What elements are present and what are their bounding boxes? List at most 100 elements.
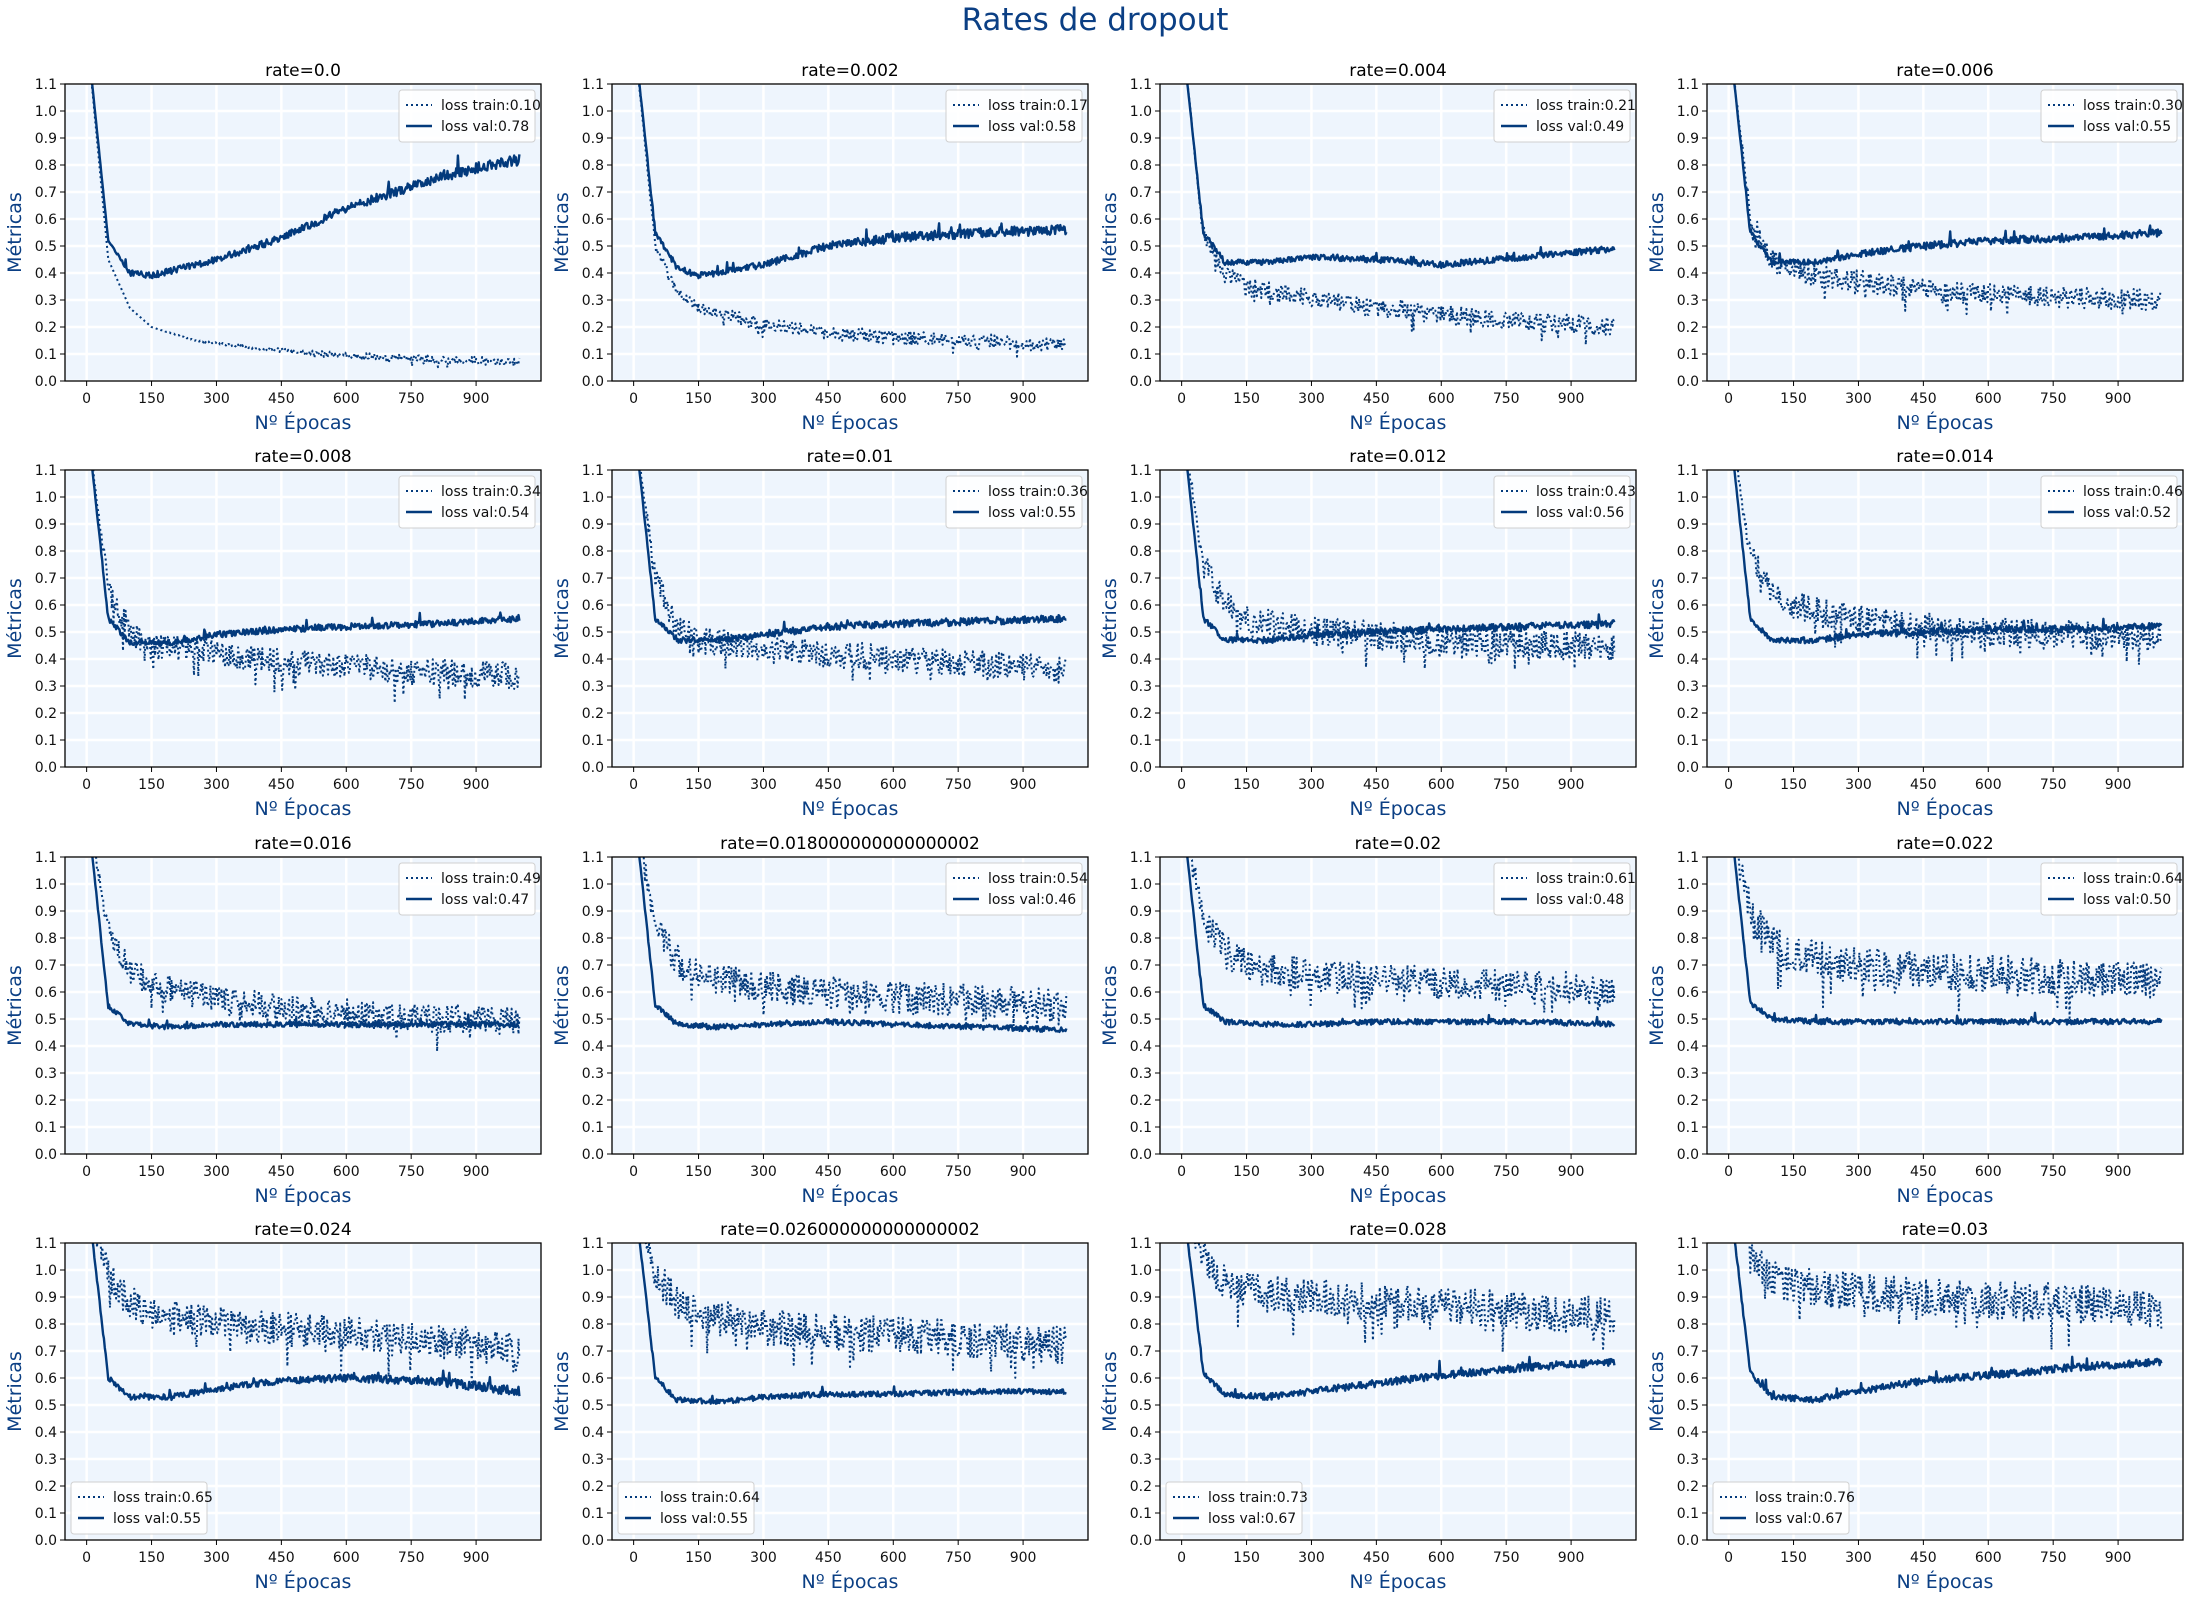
y-tick-label: 0.4 — [35, 652, 57, 668]
series-line-val — [91, 857, 520, 1031]
x-tick-label: 300 — [203, 1550, 230, 1566]
y-tick-label: 0.9 — [1130, 517, 1152, 533]
x-tick-label: 600 — [333, 391, 360, 407]
y-tick-label: 0.6 — [1677, 1371, 1699, 1387]
series-group — [1186, 1243, 1616, 1401]
x-tick-label: 900 — [2105, 777, 2132, 793]
x-axis-label: Nº Épocas — [1897, 1570, 1994, 1593]
y-axis-label: Métricas — [1646, 1351, 1668, 1432]
y-tick-label: 0.8 — [1677, 544, 1699, 560]
y-tick-label: 0.9 — [35, 1290, 57, 1306]
y-tick-label: 0.8 — [1130, 1317, 1152, 1333]
subplot: 0 150 300 450 600 750 900 0.0 0.1 0.2 0.3 0.4 0.5 0.6… — [1099, 61, 1637, 434]
x-tick-label: 150 — [138, 777, 165, 793]
x-tick-label: 450 — [1363, 1550, 1390, 1566]
x-tick-label: 750 — [398, 1550, 425, 1566]
y-tick-label: 0.1 — [1130, 1120, 1152, 1136]
legend-box — [1712, 1481, 1850, 1535]
subplot: 0 150 300 450 600 750 900 0.0 0.1 0.2 0.3 0.4 0.5 0.6… — [551, 447, 1089, 820]
x-tick-label: 600 — [1975, 777, 2002, 793]
x-tick-label: 450 — [1910, 1164, 1937, 1180]
subplot: 0 150 300 450 600 750 900 0.0 0.1 0.2 0.3 0.4 0.5 0.6… — [1099, 1220, 1637, 1593]
x-tick-label: 900 — [1010, 391, 1037, 407]
x-tick-label: 450 — [268, 1164, 295, 1180]
y-tick-label: 0.1 — [1130, 733, 1152, 749]
y-axis-label: Métricas — [4, 965, 26, 1046]
x-axis-label: Nº Épocas — [255, 1184, 352, 1207]
y-tick-label: 0.6 — [582, 598, 604, 614]
y-tick-label: 1.1 — [1130, 77, 1152, 93]
y-tick-label: 1.0 — [1130, 104, 1152, 120]
x-axis-label: Nº Épocas — [1350, 1570, 1447, 1593]
y-tick-label: 1.1 — [582, 463, 604, 479]
series-group — [638, 470, 1068, 684]
legend: loss train:0.64 loss val:0.50 — [2040, 862, 2183, 916]
y-axis-label: Métricas — [4, 578, 26, 659]
y-tick-label: 0.3 — [1130, 679, 1152, 695]
x-tick-label: 0 — [1177, 1550, 1186, 1566]
x-tick-label: 750 — [1493, 777, 1520, 793]
x-tick-label: 750 — [2040, 1550, 2067, 1566]
legend-entry: loss val:0.55 — [2083, 119, 2171, 135]
legend: loss train:0.21 loss val:0.49 — [1493, 89, 1636, 143]
y-tick-label: 0.9 — [1677, 1290, 1699, 1306]
series-group — [1186, 84, 1616, 346]
x-tick-label: 0 — [1724, 1550, 1733, 1566]
y-tick-label: 0.1 — [35, 1506, 57, 1522]
y-tick-label: 0.8 — [1677, 158, 1699, 174]
axes-frame — [64, 1242, 542, 1541]
x-tick-label: 0 — [82, 1164, 91, 1180]
y-tick-label: 0.8 — [582, 1317, 604, 1333]
y-tick-label: 0.7 — [35, 571, 57, 587]
x-tick-label: 150 — [1233, 391, 1260, 407]
x-tick-label: 750 — [1493, 1550, 1520, 1566]
x-tick-label: 450 — [1363, 1164, 1390, 1180]
y-axis-label: Métricas — [551, 578, 573, 659]
y-tick-label: 0.0 — [1677, 760, 1699, 776]
y-tick-label: 0.2 — [1130, 1479, 1152, 1495]
y-tick-label: 0.8 — [1677, 1317, 1699, 1333]
legend-entry: loss val:0.47 — [441, 892, 529, 908]
y-tick-label: 0.6 — [1130, 1371, 1152, 1387]
axes-frame — [1706, 469, 2184, 768]
y-tick-label: 0.3 — [1677, 679, 1699, 695]
legend-entry: loss train:0.76 — [1755, 1490, 1855, 1506]
x-tick-label: 300 — [750, 777, 777, 793]
series-line-train — [1186, 84, 1616, 346]
x-axis-label: Nº Épocas — [1350, 1184, 1447, 1207]
x-tick-label: 900 — [1010, 1550, 1037, 1566]
subplot: 0 150 300 450 600 750 900 0.0 0.1 0.2 0.3 0.4 0.5 0.6… — [551, 834, 1089, 1207]
x-tick-label: 450 — [268, 1550, 295, 1566]
x-tick-label: 750 — [398, 1164, 425, 1180]
y-tick-label: 0.5 — [582, 239, 604, 255]
x-tick-label: 900 — [1010, 1164, 1037, 1180]
y-tick-label: 1.0 — [582, 1263, 604, 1279]
subplot: 0 150 300 450 600 750 900 0.0 0.1 0.2 0.3 0.4 0.5 0.6… — [551, 1220, 1089, 1593]
x-tick-label: 900 — [2105, 1164, 2132, 1180]
x-axis-label: Nº Épocas — [802, 411, 899, 434]
x-tick-label: 900 — [1010, 777, 1037, 793]
x-tick-label: 150 — [1233, 1164, 1260, 1180]
x-tick-label: 150 — [1780, 1164, 1807, 1180]
y-tick-label: 0.7 — [1677, 1344, 1699, 1360]
y-tick-label: 0.7 — [582, 958, 604, 974]
y-tick-label: 0.2 — [582, 1093, 604, 1109]
x-tick-label: 300 — [1845, 391, 1872, 407]
legend-box — [1493, 475, 1631, 529]
y-tick-label: 0.7 — [1130, 185, 1152, 201]
legend-entry: loss val:0.58 — [988, 119, 1076, 135]
x-tick-label: 0 — [82, 777, 91, 793]
y-tick-label: 0.6 — [1677, 598, 1699, 614]
y-axis-label: Métricas — [1099, 965, 1121, 1046]
legend: loss train:0.17 loss val:0.58 — [945, 89, 1088, 143]
x-tick-label: 900 — [2105, 1550, 2132, 1566]
subplot-title: rate=0.026000000000000002 — [720, 1220, 980, 1240]
series-line-train — [92, 470, 521, 705]
legend-box — [70, 1481, 208, 1535]
y-tick-label: 0.3 — [35, 293, 57, 309]
x-tick-label: 600 — [333, 1164, 360, 1180]
y-tick-label: 0.1 — [1677, 733, 1699, 749]
y-tick-label: 0.1 — [582, 1506, 604, 1522]
y-tick-label: 0.6 — [1130, 598, 1152, 614]
